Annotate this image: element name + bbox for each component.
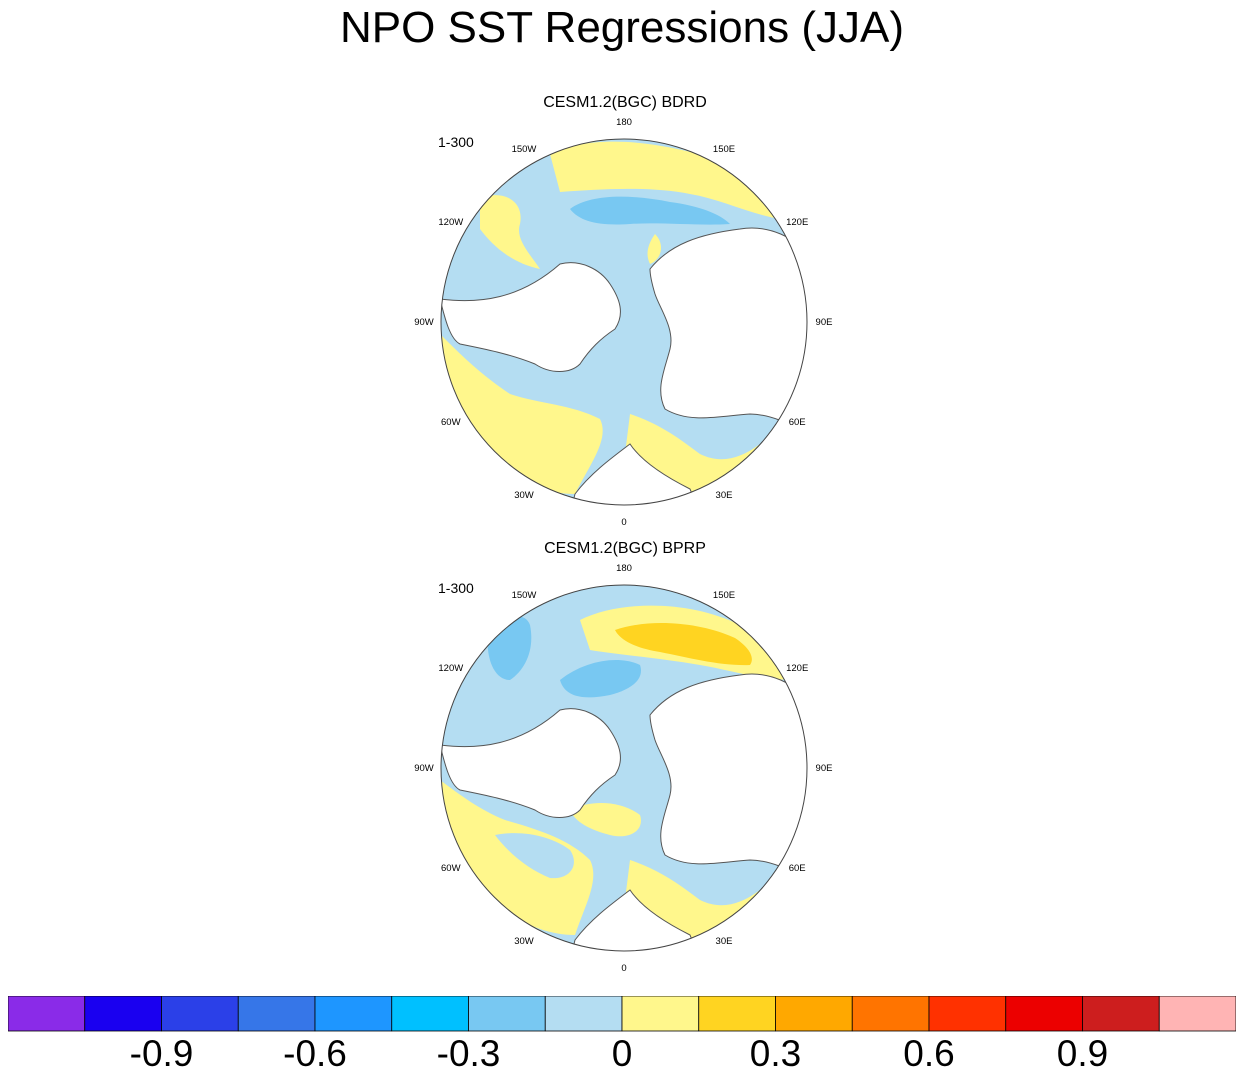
- land-mass: [441, 708, 621, 818]
- colorbar-swatch: [84, 996, 162, 1032]
- map-panel-bprp: CESM1.2(BGC) BPRP 1-300 180 150E 120E 90E 60…: [400, 540, 850, 974]
- land-mass: [441, 262, 621, 372]
- longitude-label: 90E: [816, 763, 833, 774]
- longitude-label: 30E: [716, 490, 733, 501]
- colorbar-tick-label: -0.6: [283, 1033, 347, 1074]
- colorbar-swatch: [468, 996, 546, 1032]
- land-mass: [569, 889, 701, 951]
- longitude-label: 90W: [414, 763, 434, 774]
- main-title: NPO SST Regressions (JJA): [339, 3, 904, 52]
- panel-title: CESM1.2(BGC) BPRP: [544, 540, 706, 557]
- colorbar-swatch: [391, 996, 469, 1032]
- colorbar-tick-label: 0.9: [1056, 1033, 1109, 1074]
- longitude-label: 90W: [414, 317, 434, 328]
- sst-positive-region: [480, 195, 540, 269]
- sst-positive-region: [647, 234, 662, 264]
- period-label: 1-300: [438, 134, 474, 150]
- sst-positive-region: [570, 803, 641, 837]
- sst-negative-region: [560, 660, 641, 698]
- longitude-label: 120W: [438, 217, 463, 228]
- longitude-label: 30W: [514, 936, 534, 947]
- colorbar-tick-label: 0: [611, 1033, 633, 1074]
- longitude-label: 150E: [713, 144, 735, 155]
- longitude-label: 60W: [441, 417, 461, 428]
- colorbar-swatch: [1158, 996, 1236, 1032]
- colorbar-tick-label: -0.9: [129, 1033, 194, 1074]
- longitude-label: 90E: [816, 317, 833, 328]
- colorbar-swatch: [928, 996, 1007, 1032]
- longitude-label: 150E: [713, 590, 735, 601]
- colorbar-tick-label: 0.3: [749, 1033, 802, 1074]
- polar-map: 180 150E 120E 90E 60E 30E 0 30W 60W 90W 120W 150W: [414, 117, 833, 528]
- land-mass: [649, 673, 807, 881]
- sst-negative-region: [570, 196, 730, 225]
- colorbar: [8, 996, 1236, 1032]
- map-panel-bdrd: CESM1.2(BGC) BDRD 1-300 180 150E 120E 90E 60…: [400, 94, 850, 528]
- longitude-label: 150W: [512, 144, 537, 155]
- sst-positive-region: [550, 141, 780, 219]
- period-label: 1-300: [438, 580, 474, 596]
- longitude-label: 180: [616, 563, 632, 574]
- polar-map: 180 150E 120E 90E 60E 30E 0 30W 60W 90W 120W 150W: [414, 563, 833, 974]
- longitude-label: 60E: [789, 863, 806, 874]
- colorbar-swatch: [544, 996, 623, 1032]
- map-boundary: [440, 138, 808, 506]
- colorbar-swatch: [621, 996, 700, 1032]
- sst-negative-region: [495, 833, 574, 879]
- longitude-label: 120W: [438, 663, 463, 674]
- longitude-label: 0: [621, 963, 626, 974]
- colorbar-swatch: [161, 996, 239, 1032]
- panel-title: CESM1.2(BGC) BDRD: [543, 94, 707, 111]
- longitude-label: 150W: [512, 590, 537, 601]
- map-boundary: [440, 584, 808, 952]
- longitude-label: 0: [621, 517, 626, 528]
- longitude-label: 120E: [786, 217, 808, 228]
- colorbar-swatch: [698, 996, 776, 1032]
- longitude-label: 30E: [716, 936, 733, 947]
- longitude-label: 30W: [514, 490, 534, 501]
- sst-positive-region: [550, 427, 580, 443]
- colorbar-swatch: [1082, 996, 1160, 1032]
- longitude-label: 60W: [441, 863, 461, 874]
- colorbar-tick-label: -0.3: [436, 1033, 501, 1074]
- colorbar-swatch: [8, 996, 86, 1032]
- colorbar-swatch: [237, 996, 316, 1032]
- longitude-label: 120E: [786, 663, 808, 674]
- sst-strong-positive-region: [615, 623, 752, 666]
- longitude-label: 180: [616, 117, 632, 128]
- colorbar-swatch: [775, 996, 853, 1032]
- land-mass: [569, 443, 701, 505]
- colorbar-swatch: [851, 996, 930, 1032]
- colorbar-tick-label: 0.6: [903, 1033, 955, 1074]
- colorbar-swatch: [314, 996, 393, 1032]
- sst-positive-region: [441, 334, 603, 494]
- longitude-label: 60E: [789, 417, 806, 428]
- colorbar-swatch: [1005, 996, 1083, 1032]
- land-mass: [649, 227, 807, 435]
